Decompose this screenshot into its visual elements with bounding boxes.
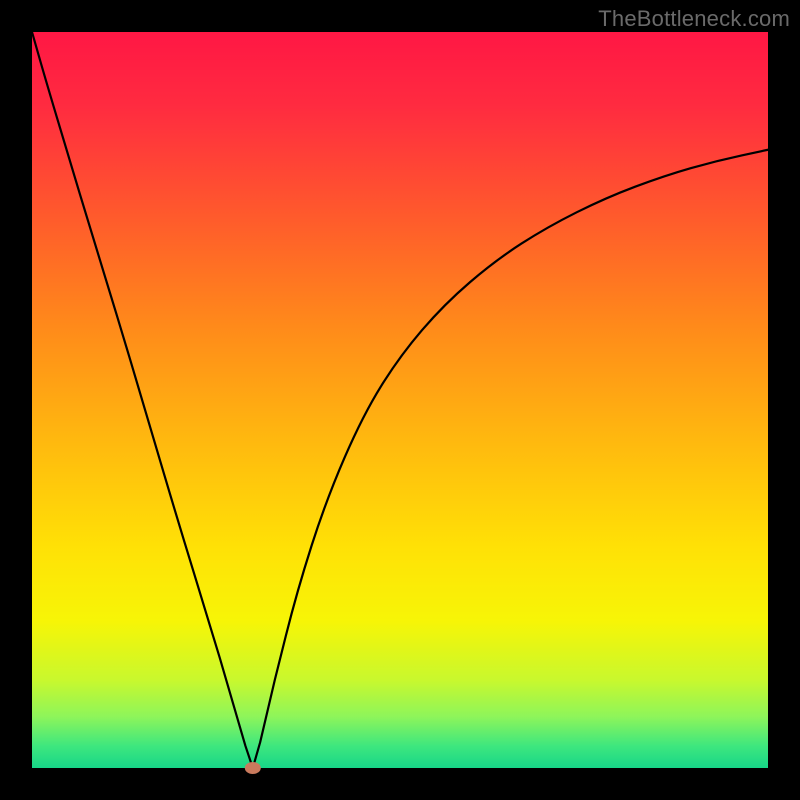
watermark-text: TheBottleneck.com <box>598 6 790 32</box>
notch-marker <box>245 762 261 774</box>
chart-svg <box>0 0 800 800</box>
chart-container: TheBottleneck.com <box>0 0 800 800</box>
